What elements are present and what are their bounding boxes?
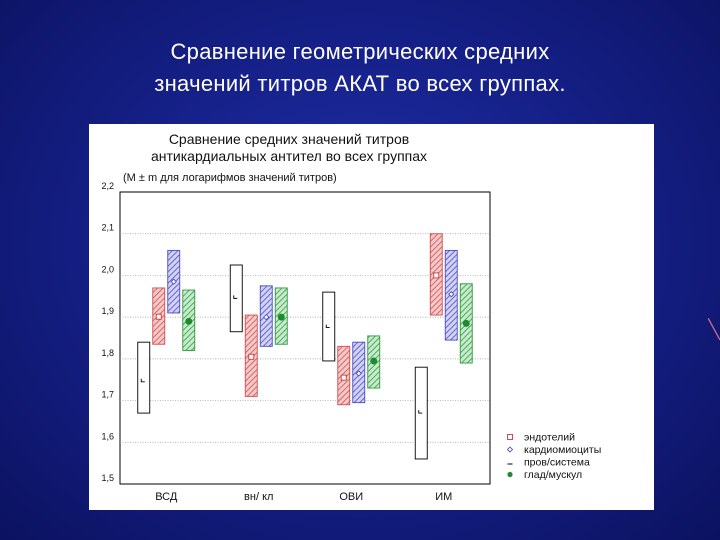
y-tick-label: 1,9: [101, 306, 114, 316]
legend-label: глад/мускул: [524, 469, 582, 481]
y-tick-label: 2,2: [101, 181, 114, 191]
mean-marker-square: [340, 374, 347, 381]
chart-title-line-2: антикардиальных антител во всех группах: [151, 148, 427, 164]
legend-marker-square: [507, 434, 513, 440]
mean-marker-circle: [370, 357, 378, 365]
mean-marker-diamond: [448, 291, 455, 298]
box-dash: [137, 341, 151, 414]
mean-marker-circle: [185, 317, 193, 325]
mean-marker-dash: [140, 378, 145, 383]
legend-label: кардиомиоциты: [524, 444, 601, 456]
x-category-label: вн/ кл: [244, 491, 273, 503]
y-tick-label: 1,8: [101, 348, 114, 358]
mean-marker-square: [155, 313, 162, 320]
decorative-diagonal-line: [708, 318, 720, 341]
y-tick-label: 1,6: [101, 431, 114, 441]
chart-title-line-1: Сравнение средних значений титров: [169, 131, 409, 147]
slide-title: Сравнение геометрических средних значени…: [0, 36, 720, 100]
box-dash: [322, 291, 336, 362]
chart-svg: Сравнение средних значений титров антика…: [101, 131, 601, 503]
legend-label: пров/система: [524, 457, 590, 469]
legend-label: эндотелий: [524, 432, 575, 444]
plot-frame: [119, 191, 491, 485]
chart-subtitle: (M ± m для логарифмов значений титров): [123, 172, 337, 184]
mean-marker-dash: [325, 324, 330, 329]
x-category-label: ВСД: [155, 491, 178, 503]
mean-marker-dash: [233, 295, 238, 299]
mean-marker-circle: [277, 313, 285, 321]
mean-marker-square: [433, 272, 440, 279]
slide-title-line-2: значений титров АКАТ во всех группах.: [154, 71, 566, 96]
y-tick-label: 1,5: [101, 473, 114, 483]
legend-marker-diamond: [506, 446, 514, 453]
y-tick-label: 2,1: [101, 223, 114, 233]
slide-title-line-1: Сравнение геометрических средних: [170, 39, 550, 64]
mean-marker-diamond: [170, 278, 177, 285]
chart-panel: Сравнение средних значений титров антика…: [89, 124, 654, 510]
legend-marker-circle: [507, 471, 513, 478]
mean-marker-diamond: [355, 370, 362, 377]
mean-marker-square: [248, 353, 255, 360]
y-tick-label: 2,0: [101, 264, 114, 274]
x-category-label: ОВИ: [339, 491, 363, 503]
x-category-label: ИМ: [435, 491, 452, 503]
mean-marker-diamond: [263, 314, 270, 321]
mean-marker-dash: [418, 410, 423, 414]
y-tick-label: 1,7: [101, 390, 114, 400]
mean-marker-circle: [462, 319, 470, 327]
